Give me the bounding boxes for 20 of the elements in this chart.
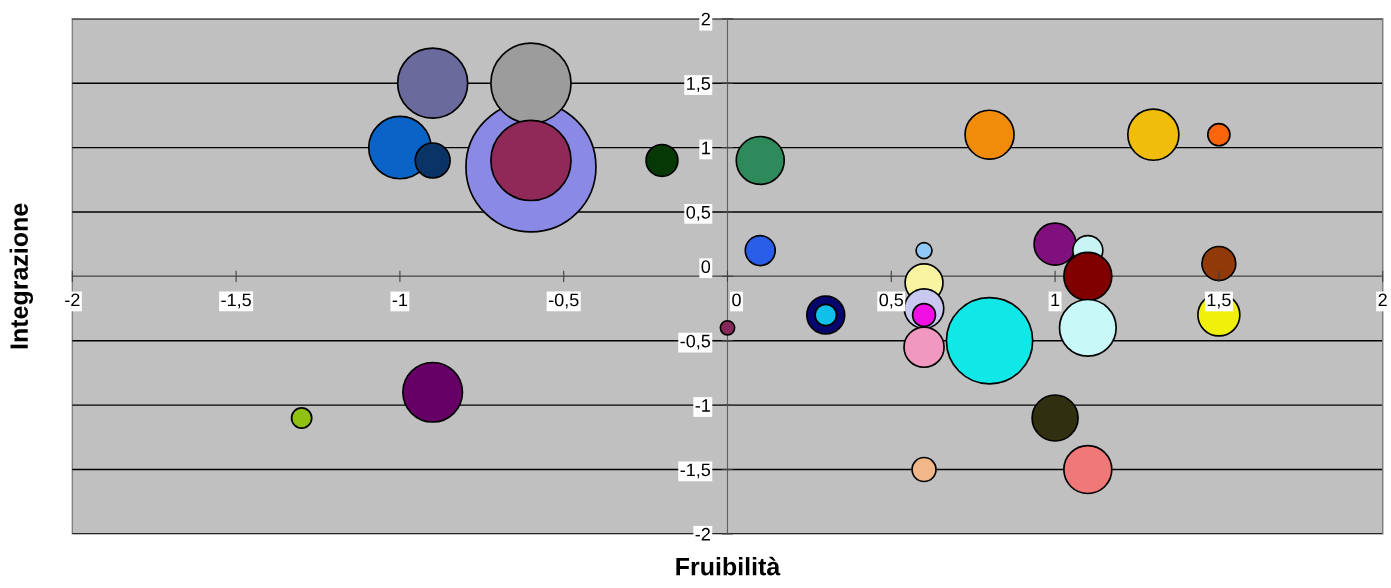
y-tick-label: 1 (702, 141, 710, 155)
x-tick-label: 1 (1051, 293, 1060, 307)
y-tick-label: -2 (695, 527, 710, 541)
y-tick-label: 1,5 (687, 77, 711, 93)
y-tick-label: 2 (701, 12, 710, 26)
x-tick-label: 2 (1378, 293, 1387, 307)
y-tick-label: -1 (695, 399, 710, 412)
y-axis-title: Integrazione (9, 203, 34, 349)
y-tick-label: 0,5 (686, 205, 711, 221)
x-tick-label: -2 (65, 293, 80, 307)
y-tick-label: -1,5 (680, 463, 711, 479)
x-tick-label: -0,5 (548, 293, 579, 309)
x-tick-label: 1,5 (1207, 293, 1231, 309)
x-tick-label: -1 (392, 293, 408, 307)
x-axis-title: Fruibilità (676, 556, 781, 576)
y-tick-label: -0,5 (680, 334, 711, 350)
y-tick-label: 0 (701, 260, 711, 274)
x-tick-label: -1,5 (221, 293, 251, 309)
x-tick-label: 0 (732, 293, 741, 307)
x-tick-label: 0,5 (879, 293, 904, 309)
